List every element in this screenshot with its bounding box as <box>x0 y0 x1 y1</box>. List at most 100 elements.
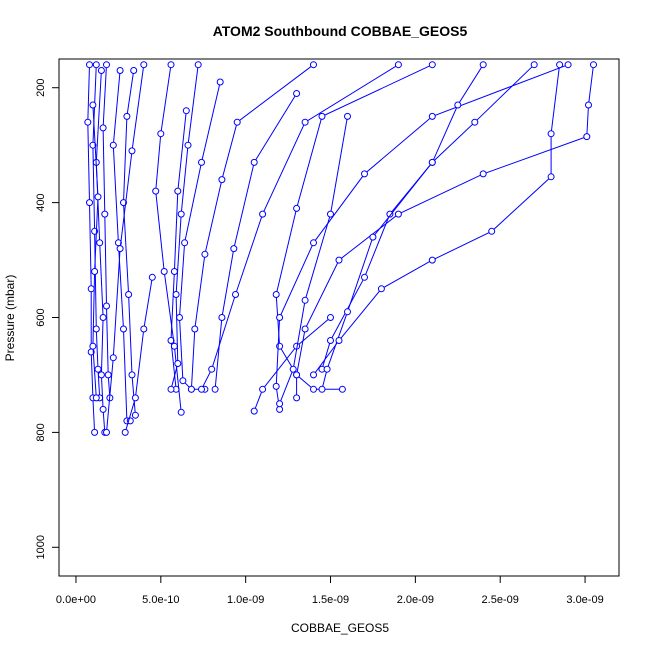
data-point <box>428 61 436 69</box>
data-point <box>89 342 97 350</box>
data-point <box>327 314 334 321</box>
series-14 <box>272 61 572 413</box>
x-tick-label: 2.0e-09 <box>397 594 434 606</box>
data-point <box>301 296 309 304</box>
data-point <box>233 118 241 126</box>
data-point <box>344 112 351 120</box>
series-7 <box>89 101 102 402</box>
data-point <box>130 67 138 74</box>
y-tick-label: 400 <box>35 193 47 211</box>
data-point <box>174 360 182 367</box>
series-line <box>124 277 153 433</box>
data-point <box>97 67 105 74</box>
data-point <box>116 67 124 74</box>
data-point <box>131 394 139 402</box>
data-point <box>293 394 301 402</box>
data-point <box>128 371 136 379</box>
series-line <box>102 64 111 398</box>
data-point <box>84 118 92 126</box>
series-line <box>214 93 298 390</box>
data-point <box>394 210 402 218</box>
series-line <box>155 64 182 413</box>
x-tick-label: 3.0e-09 <box>566 594 603 606</box>
data-point <box>101 210 109 218</box>
data-point <box>94 365 102 373</box>
data-point <box>148 273 156 281</box>
data-point <box>96 239 104 247</box>
data-point <box>103 302 110 310</box>
data-point <box>250 407 258 415</box>
series-18 <box>310 61 564 379</box>
data-point <box>87 285 95 293</box>
data-point <box>293 90 301 97</box>
data-point <box>125 291 133 298</box>
series-line <box>296 64 594 398</box>
data-point <box>121 428 129 436</box>
data-point <box>182 107 190 115</box>
data-point <box>361 273 368 281</box>
data-point <box>218 314 226 321</box>
data-point <box>323 365 331 373</box>
data-point <box>259 385 267 393</box>
plot-frame <box>58 58 620 577</box>
data-point <box>479 170 487 178</box>
series-10 <box>176 78 224 393</box>
data-point <box>177 408 185 416</box>
data-point <box>89 101 97 109</box>
data-point <box>167 61 175 69</box>
data-point <box>140 61 148 69</box>
data-point <box>216 78 224 86</box>
data-point <box>104 371 112 379</box>
data-point <box>272 382 280 390</box>
data-point <box>276 405 284 413</box>
series-9 <box>167 107 190 393</box>
chart-title: ATOM2 Southbound COBBAE_GEOS5 <box>213 23 468 39</box>
data-point <box>428 158 436 166</box>
data-point <box>585 101 592 109</box>
y-tick-label: 600 <box>35 308 47 326</box>
data-point <box>547 173 555 181</box>
data-point <box>583 133 591 141</box>
data-point <box>293 371 301 379</box>
data-point <box>91 428 99 436</box>
data-point <box>92 325 100 333</box>
data-point <box>272 291 280 298</box>
data-point <box>91 268 99 275</box>
series-8 <box>103 61 148 436</box>
data-point <box>276 314 284 321</box>
data-point <box>131 411 139 419</box>
series-line <box>321 64 535 390</box>
data-point <box>194 61 202 69</box>
data-point <box>338 385 346 393</box>
data-point <box>590 61 597 69</box>
data-point <box>301 325 309 333</box>
data-point <box>157 130 165 138</box>
data-point <box>556 61 564 69</box>
data-point <box>377 285 385 293</box>
x-tick-label: 0.0e+00 <box>56 594 96 606</box>
data-point <box>123 112 131 120</box>
data-point <box>208 365 216 373</box>
y-tick-label: 1000 <box>35 535 47 559</box>
series-line <box>190 64 314 390</box>
data-point <box>140 325 148 333</box>
data-point <box>120 325 127 333</box>
data-point <box>488 227 496 235</box>
data-point <box>386 210 394 218</box>
series-24 <box>276 112 351 408</box>
data-point <box>428 112 436 120</box>
y-tick-label: 200 <box>35 79 47 97</box>
data-point <box>128 147 136 155</box>
data-point <box>103 61 110 69</box>
series-line <box>275 64 433 390</box>
data-point <box>109 354 117 362</box>
data-point <box>92 61 100 69</box>
series-21 <box>152 61 185 416</box>
data-point <box>198 385 205 393</box>
data-point <box>86 61 93 69</box>
data-point <box>259 210 267 218</box>
data-point <box>94 193 102 201</box>
data-point <box>310 239 317 247</box>
data-point <box>176 314 183 321</box>
data-point <box>310 61 317 69</box>
